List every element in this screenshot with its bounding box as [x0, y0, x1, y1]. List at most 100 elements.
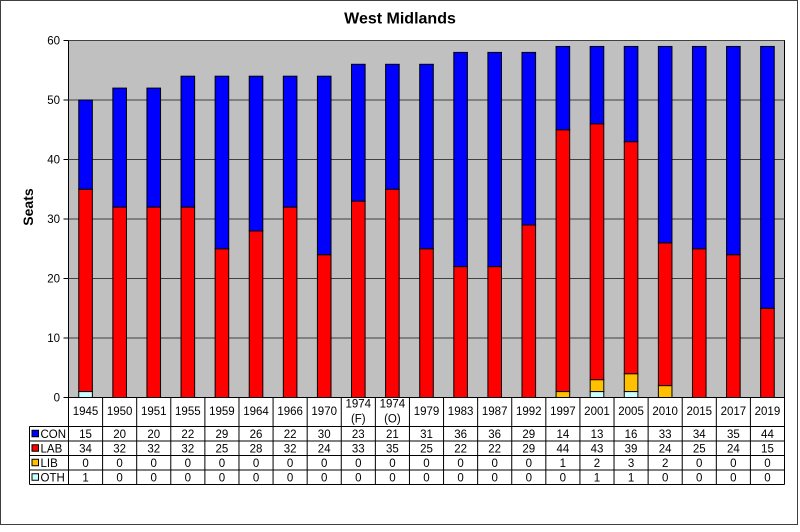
- svg-text:1964: 1964: [243, 406, 269, 418]
- svg-text:2017: 2017: [721, 406, 747, 418]
- svg-text:39: 39: [625, 443, 638, 455]
- svg-text:0: 0: [321, 458, 327, 470]
- svg-text:22: 22: [181, 429, 194, 441]
- svg-text:29: 29: [522, 429, 535, 441]
- svg-text:24: 24: [659, 443, 672, 455]
- svg-text:1: 1: [594, 472, 600, 484]
- svg-text:0: 0: [185, 458, 191, 470]
- svg-text:0: 0: [526, 472, 532, 484]
- svg-text:0: 0: [116, 458, 122, 470]
- svg-text:0: 0: [185, 472, 191, 484]
- svg-text:32: 32: [181, 443, 194, 455]
- svg-text:22: 22: [454, 443, 467, 455]
- svg-text:20: 20: [147, 429, 160, 441]
- svg-text:44: 44: [556, 443, 569, 455]
- svg-text:2015: 2015: [686, 406, 712, 418]
- svg-text:13: 13: [591, 429, 604, 441]
- svg-text:36: 36: [488, 429, 501, 441]
- svg-text:2: 2: [662, 458, 668, 470]
- svg-text:0: 0: [253, 458, 259, 470]
- svg-text:0: 0: [151, 458, 157, 470]
- svg-text:60: 60: [47, 36, 60, 48]
- svg-text:0: 0: [355, 458, 361, 470]
- svg-text:0: 0: [389, 458, 395, 470]
- svg-text:OTH: OTH: [41, 472, 65, 484]
- svg-text:20: 20: [47, 274, 60, 286]
- svg-text:2010: 2010: [652, 406, 678, 418]
- svg-text:LAB: LAB: [41, 443, 63, 455]
- svg-text:1997: 1997: [550, 406, 576, 418]
- svg-text:25: 25: [420, 443, 433, 455]
- svg-text:0: 0: [423, 458, 429, 470]
- svg-text:0: 0: [54, 393, 60, 405]
- svg-text:32: 32: [147, 443, 160, 455]
- svg-text:0: 0: [219, 458, 225, 470]
- svg-text:0: 0: [389, 472, 395, 484]
- svg-text:2: 2: [594, 458, 600, 470]
- svg-text:40: 40: [47, 155, 60, 167]
- svg-text:0: 0: [662, 472, 668, 484]
- svg-text:1: 1: [82, 472, 88, 484]
- svg-text:(O): (O): [384, 414, 401, 426]
- svg-text:25: 25: [693, 443, 706, 455]
- svg-text:0: 0: [355, 472, 361, 484]
- svg-text:24: 24: [727, 443, 740, 455]
- svg-text:23: 23: [352, 429, 365, 441]
- svg-text:33: 33: [659, 429, 672, 441]
- svg-text:0: 0: [253, 472, 259, 484]
- svg-text:28: 28: [250, 443, 263, 455]
- svg-text:1992: 1992: [516, 406, 542, 418]
- svg-text:14: 14: [556, 429, 569, 441]
- svg-text:1966: 1966: [277, 406, 303, 418]
- svg-text:0: 0: [696, 458, 702, 470]
- svg-text:25: 25: [216, 443, 229, 455]
- svg-text:0: 0: [116, 472, 122, 484]
- svg-text:(F): (F): [351, 414, 366, 426]
- svg-text:1974: 1974: [346, 399, 372, 411]
- svg-text:32: 32: [113, 443, 126, 455]
- svg-text:15: 15: [761, 443, 774, 455]
- svg-text:Seats: Seats: [20, 188, 36, 226]
- svg-text:0: 0: [696, 472, 702, 484]
- svg-text:24: 24: [318, 443, 331, 455]
- svg-text:2001: 2001: [584, 406, 610, 418]
- svg-text:3: 3: [628, 458, 634, 470]
- svg-text:21: 21: [386, 429, 399, 441]
- svg-text:0: 0: [560, 472, 566, 484]
- svg-text:0: 0: [423, 472, 429, 484]
- svg-text:32: 32: [284, 443, 297, 455]
- svg-text:1970: 1970: [311, 406, 337, 418]
- svg-text:44: 44: [761, 429, 774, 441]
- svg-text:35: 35: [727, 429, 740, 441]
- svg-text:1983: 1983: [448, 406, 474, 418]
- svg-text:0: 0: [457, 472, 463, 484]
- svg-text:29: 29: [216, 429, 229, 441]
- svg-text:1: 1: [560, 458, 566, 470]
- svg-text:0: 0: [764, 458, 770, 470]
- svg-text:16: 16: [625, 429, 638, 441]
- svg-text:0: 0: [82, 458, 88, 470]
- svg-text:0: 0: [730, 458, 736, 470]
- svg-text:33: 33: [352, 443, 365, 455]
- svg-text:30: 30: [318, 429, 331, 441]
- svg-text:15: 15: [79, 429, 92, 441]
- svg-text:0: 0: [764, 472, 770, 484]
- svg-text:1945: 1945: [73, 406, 99, 418]
- svg-text:1955: 1955: [175, 406, 201, 418]
- svg-text:0: 0: [287, 472, 293, 484]
- svg-text:1974: 1974: [380, 399, 406, 411]
- svg-text:50: 50: [47, 95, 60, 107]
- svg-text:43: 43: [591, 443, 604, 455]
- svg-text:0: 0: [491, 458, 497, 470]
- svg-text:0: 0: [526, 458, 532, 470]
- svg-text:22: 22: [284, 429, 297, 441]
- svg-text:0: 0: [287, 458, 293, 470]
- svg-text:0: 0: [219, 472, 225, 484]
- svg-text:20: 20: [113, 429, 126, 441]
- svg-text:1987: 1987: [482, 406, 508, 418]
- svg-text:1951: 1951: [141, 406, 167, 418]
- svg-text:1959: 1959: [209, 406, 235, 418]
- svg-text:LIB: LIB: [41, 458, 59, 470]
- svg-text:1950: 1950: [107, 406, 133, 418]
- svg-text:0: 0: [321, 472, 327, 484]
